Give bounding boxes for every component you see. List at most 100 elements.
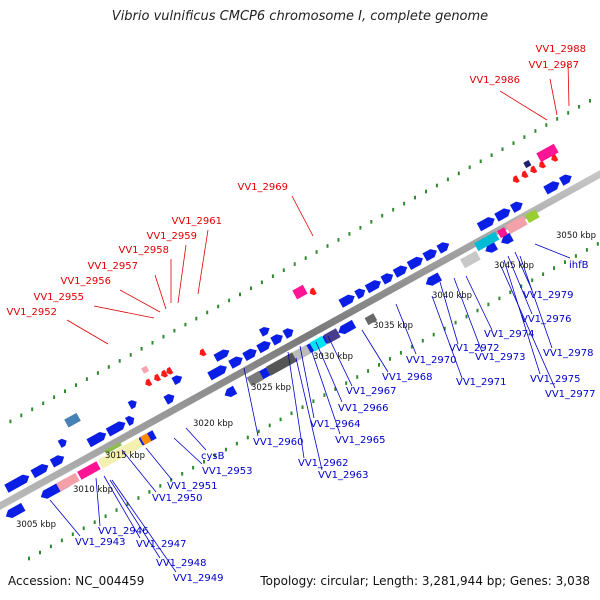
- tick-dot: [184, 322, 187, 327]
- leader-line: [299, 345, 315, 419]
- tick-dot: [589, 99, 591, 103]
- forward-cds: [4, 474, 30, 493]
- leader-line: [499, 263, 556, 389]
- forward-cds: [354, 288, 366, 300]
- leader-line: [503, 259, 541, 375]
- tick-dot: [162, 334, 165, 339]
- forward-cds: [49, 455, 65, 468]
- gene-label: VV1_2957: [88, 261, 139, 272]
- misc-feature: [77, 461, 101, 480]
- tick-dot: [432, 332, 435, 337]
- misc-feature: [97, 437, 143, 469]
- tick-label: 3010 kbp: [73, 485, 113, 495]
- tick-dot: [378, 363, 380, 367]
- tick-dot: [392, 207, 395, 212]
- misc-feature: [309, 335, 327, 352]
- summary-text: Topology: circular; Length: 3,281,944 bp…: [260, 574, 590, 588]
- tick-dot: [151, 341, 154, 345]
- tick-dot: [203, 459, 205, 464]
- leader-line: [431, 295, 463, 379]
- leader-line: [154, 274, 167, 310]
- tick-dot: [257, 429, 260, 434]
- tick-dot: [345, 381, 348, 385]
- tick-dot: [250, 286, 252, 291]
- forward-cds: [436, 242, 450, 254]
- forward-cds: [494, 208, 511, 222]
- map-title: Vibrio vulnificus CMCP6 chromosome I, co…: [111, 9, 489, 24]
- tick-dot: [443, 326, 446, 331]
- leader-line: [197, 229, 209, 295]
- reverse-strand-cds: [338, 319, 357, 335]
- tick-dot: [534, 129, 537, 133]
- tick-dot: [82, 526, 85, 531]
- tick-dot: [271, 274, 274, 278]
- tick-dot: [290, 411, 293, 416]
- tick-dot: [49, 544, 52, 549]
- reverse-cds: [530, 165, 538, 174]
- tick-dot: [53, 395, 56, 399]
- reverse-cds: [551, 153, 559, 162]
- tick-dot: [181, 472, 184, 476]
- tick-dot: [574, 254, 577, 258]
- leader-line: [453, 277, 483, 353]
- misc-feature: [364, 313, 378, 326]
- forward-cds: [406, 256, 423, 270]
- tick-dot: [465, 314, 468, 319]
- leader-line: [103, 475, 141, 539]
- reverse-strand-cds: [485, 241, 498, 253]
- gene-label: VV1_2970: [406, 355, 457, 366]
- tick-dot: [148, 490, 151, 494]
- forward-cds: [207, 365, 227, 381]
- tick-dot: [195, 316, 198, 321]
- forward-cds: [476, 217, 495, 232]
- misc-feature: [474, 231, 500, 252]
- tick-dot: [170, 478, 173, 482]
- forward-cds: [125, 415, 135, 426]
- gene-label: VV1_2967: [346, 386, 397, 397]
- tick-label: 3015 kbp: [105, 451, 145, 461]
- misc-feature: [56, 472, 80, 492]
- tick-dot: [126, 502, 129, 506]
- misc-feature: [323, 328, 341, 344]
- tick-dot: [192, 465, 195, 470]
- misc-feature: [523, 160, 532, 169]
- leader-line: [49, 499, 81, 537]
- tick-dot: [381, 213, 384, 218]
- gene-label: VV1_2960: [253, 437, 304, 448]
- reverse-strand-cds: [5, 502, 26, 518]
- tick-dot: [596, 242, 599, 246]
- gene-label: VV1_2979: [523, 290, 574, 301]
- forward-cds: [242, 348, 257, 361]
- reverse-cds: [145, 378, 153, 387]
- gene-label: VV1_2966: [338, 403, 389, 414]
- tick-label: 3035 kbp: [373, 321, 413, 331]
- gene-label: VV1_2968: [382, 372, 433, 383]
- tick-dot: [96, 371, 99, 375]
- tick-label: 3040 kbp: [432, 291, 472, 301]
- tick-dot: [279, 417, 282, 422]
- leader-line: [287, 351, 305, 459]
- tick-dot: [129, 353, 132, 357]
- tick-dot: [42, 401, 45, 406]
- gene-label: VV1_2972: [449, 343, 500, 354]
- leader-line: [291, 195, 314, 237]
- gene-label: VV1_2958: [119, 245, 170, 256]
- tick-dot: [9, 419, 12, 424]
- tick-dot: [323, 393, 326, 397]
- forward-cds: [364, 280, 381, 294]
- tick-dot: [545, 123, 548, 127]
- gene-label: VV1_2956: [61, 276, 112, 287]
- tick-dot: [39, 550, 41, 555]
- tick-dot: [403, 201, 406, 206]
- leader-line: [534, 243, 571, 259]
- tick-dot: [104, 514, 107, 518]
- tick-label: 3050 kbp: [556, 231, 596, 241]
- tick-dot: [304, 256, 307, 260]
- forward-cds: [171, 375, 183, 385]
- tick-dot: [498, 296, 501, 301]
- misc-feature: [64, 412, 81, 428]
- reverse-cds: [161, 369, 168, 378]
- tick-dot: [512, 141, 515, 145]
- gene-label: VV1_2948: [156, 558, 207, 569]
- gene-label: VV1_2986: [470, 75, 521, 86]
